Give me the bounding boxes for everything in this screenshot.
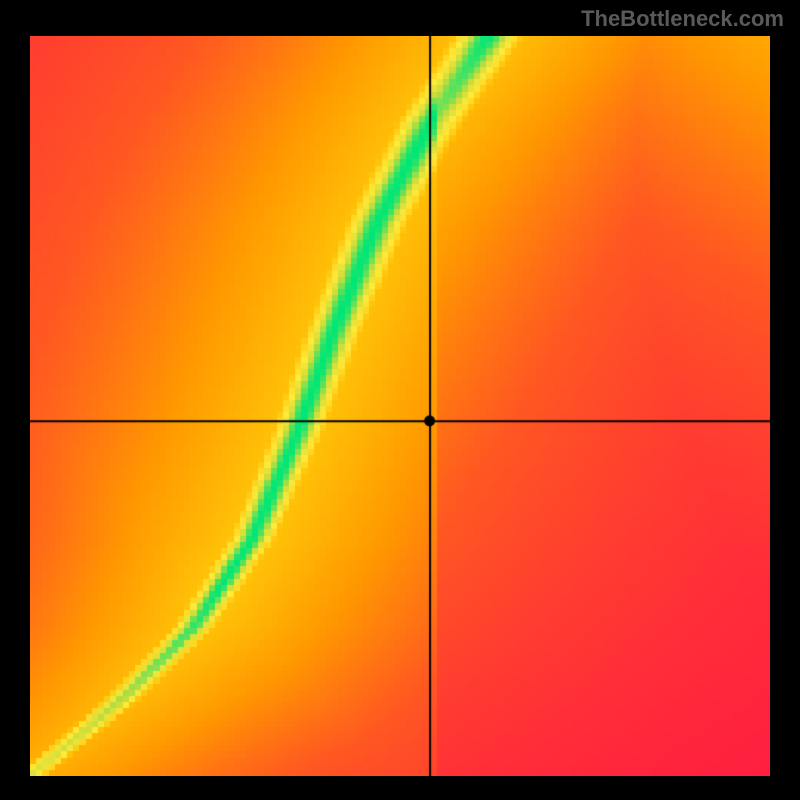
overlay-canvas [30,36,770,776]
chart-container: TheBottleneck.com [0,0,800,800]
watermark-text: TheBottleneck.com [581,6,784,32]
